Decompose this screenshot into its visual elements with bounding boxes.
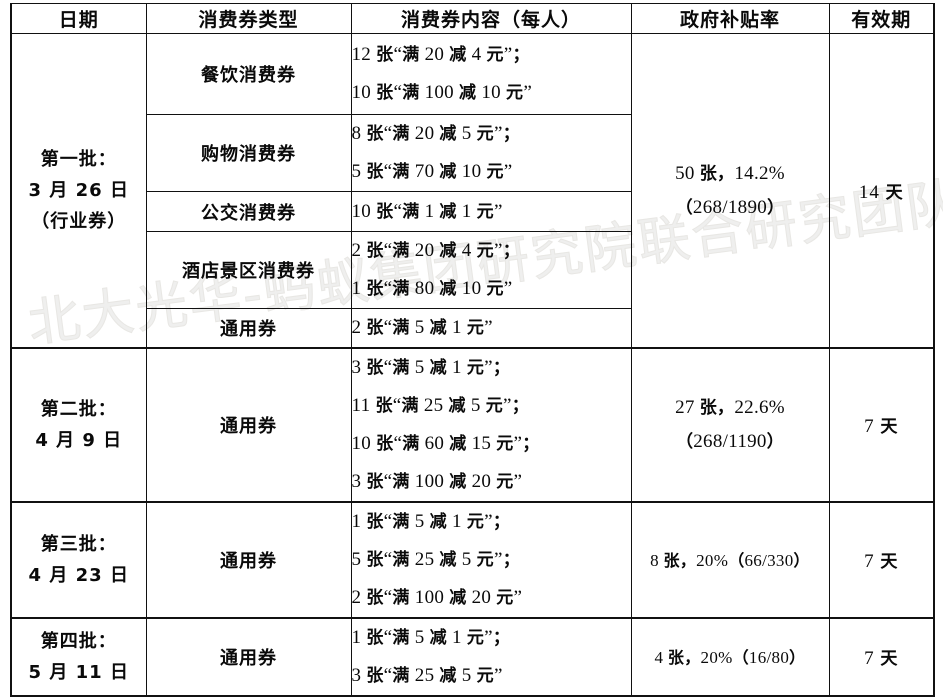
- batch-date-cell-4: 第四批： 5 月 11 日: [10, 617, 147, 697]
- coupon-type-cell: 通用券: [145, 308, 352, 349]
- table-row: 第四批： 5 月 11 日通用券 1 张“满 5 减 1 元”； 3 张“满 25 减…: [10, 617, 935, 697]
- table-row: 第三批： 4 月 23 日通用券 1 张“满 5 减 1 元”； 5 张“满 25 减…: [10, 501, 935, 619]
- table-row: 通用券 2 张“满 5 减 1 元”: [11, 308, 934, 349]
- batch-date-cell-3: 第三批： 4 月 23 日: [10, 501, 147, 619]
- validity-period-cell-4: 7 天: [828, 617, 935, 697]
- batch-date-cell-2: 第二批： 4 月 9 日: [10, 347, 147, 503]
- subsidy-rate-cell-3: 8 张，20%（66/330）: [630, 501, 830, 619]
- coupon-type-cell: 购物消费券: [145, 114, 352, 192]
- table-header: 日期 消费券类型 消费券内容（每人） 政府补贴率 有效期: [10, 3, 935, 34]
- coupon-type-cell: 通用券: [145, 617, 352, 697]
- coupon-content-cell: 1 张“满 5 减 1 元”； 3 张“满 25 减 5 元”: [350, 617, 632, 697]
- coupon-batches-table: 日期 消费券类型 消费券内容（每人） 政府补贴率 有效期 第一批： 3 月 26 …: [10, 3, 935, 697]
- validity-period-cell-2: 7 天: [828, 347, 935, 503]
- validity-period-cell-1: 14 天: [828, 33, 935, 349]
- column-header-valid: 有效期: [828, 3, 935, 34]
- coupon-type-cell: 酒店景区消费券: [145, 231, 352, 309]
- validity-period-cell-3: 7 天: [828, 501, 935, 619]
- coupon-content-cell: 3 张“满 5 减 1 元”； 11 张“满 25 减 5 元”； 10 张“满 6…: [350, 347, 632, 503]
- column-header-content: 消费券内容（每人）: [350, 3, 632, 34]
- column-header-type: 消费券类型: [145, 3, 352, 34]
- table-row: 第一批： 3 月 26 日（行业券） 餐饮消费券 12 张“满 20 减 4 元”； 1…: [10, 33, 935, 349]
- column-header-subsidy: 政府补贴率: [630, 3, 830, 34]
- coupon-content-cell: 8 张“满 20 减 5 元”； 5 张“满 70 减 10 元”: [350, 114, 632, 192]
- table-row: 购物消费券 8 张“满 20 减 5 元”； 5 张“满 70 减 10 元”: [11, 114, 934, 192]
- coupon-content-cell: 1 张“满 5 减 1 元”； 5 张“满 25 减 5 元”； 2 张“满 100…: [350, 501, 632, 619]
- coupon-type-cell: 餐饮消费券: [145, 33, 352, 115]
- table-row: 公交消费券 10 张“满 1 减 1 元”: [11, 191, 934, 232]
- table-header-row: 日期 消费券类型 消费券内容（每人） 政府补贴率 有效期: [10, 3, 935, 34]
- coupon-table-container: 日期 消费券类型 消费券内容（每人） 政府补贴率 有效期 第一批： 3 月 26 …: [10, 3, 935, 697]
- coupon-content-cell: 12 张“满 20 减 4 元”； 10 张“满 100 减 10 元”: [350, 33, 632, 115]
- coupon-content-cell: 2 张“满 5 减 1 元”: [350, 308, 632, 349]
- subsidy-rate-cell-2: 27 张，22.6% （268/1190）: [630, 347, 830, 503]
- table-row: 第二批： 4 月 9 日通用券 3 张“满 5 减 1 元”； 11 张“满 25 减…: [10, 347, 935, 503]
- subsidy-rate-cell-4: 4 张，20%（16/80）: [630, 617, 830, 697]
- column-header-date: 日期: [10, 3, 147, 34]
- coupon-content-cell: 2 张“满 20 减 4 元”； 1 张“满 80 减 10 元”: [350, 231, 632, 309]
- coupon-type-cell: 公交消费券: [145, 191, 352, 232]
- subsidy-rate-cell-1: 50 张，14.2% （268/1890）: [630, 33, 830, 349]
- coupon-content-cell: 10 张“满 1 减 1 元”: [350, 191, 632, 232]
- table-body: 第一批： 3 月 26 日（行业券） 餐饮消费券 12 张“满 20 减 4 元”； 1…: [10, 33, 935, 697]
- batch-date-cell-1: 第一批： 3 月 26 日（行业券）: [10, 33, 147, 349]
- coupon-type-cell: 通用券: [145, 501, 352, 619]
- coupon-type-cell: 通用券: [145, 347, 352, 503]
- table-row: 酒店景区消费券 2 张“满 20 减 4 元”； 1 张“满 80 减 10 元”: [11, 231, 934, 309]
